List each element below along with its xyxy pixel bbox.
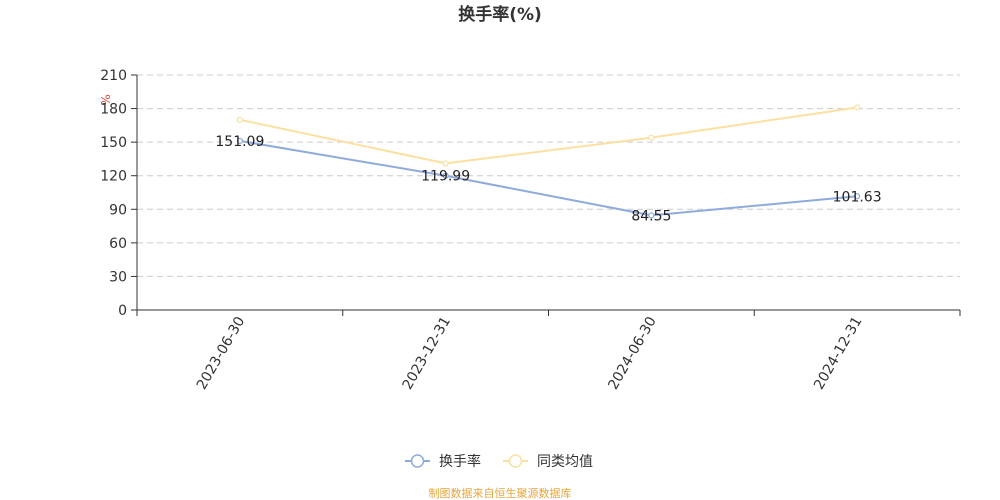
- y-axis-unit: %: [98, 94, 112, 105]
- y-tick-label: 60: [109, 236, 127, 252]
- legend-item-0[interactable]: 换手率: [405, 453, 481, 470]
- x-axis-ticks: 2023-06-30 2023-12-31 2024-06-30 2024-12-31: [136, 310, 961, 392]
- data-point: [648, 134, 655, 141]
- y-tick-label: 90: [109, 202, 127, 218]
- grid-lines: [137, 74, 960, 277]
- data-point: [236, 116, 243, 123]
- series-line-0: [239, 139, 858, 217]
- data-labels: 151.09 119.99 84.55 101.63: [215, 134, 881, 224]
- legend-item-1[interactable]: 同类均值: [503, 454, 593, 470]
- chart-title: 换手率(%): [458, 4, 542, 25]
- legend-label: 换手率: [439, 453, 481, 470]
- source-note: 制图数据来自恒生聚源数据库: [429, 486, 572, 500]
- data-point: [648, 212, 655, 219]
- series-layer: [236, 104, 861, 219]
- x-tick-label: 2024-12-31: [811, 314, 866, 392]
- data-label: 151.09: [215, 134, 264, 150]
- x-tick-label: 2024-06-30: [605, 314, 660, 392]
- data-point: [442, 172, 449, 179]
- y-tick-label: 30: [109, 269, 127, 285]
- y-tick-label: 210: [100, 68, 127, 84]
- data-label: 84.55: [631, 208, 671, 224]
- data-point: [442, 160, 449, 167]
- y-tick-label: 0: [118, 303, 127, 319]
- x-tick-label: 2023-06-30: [194, 314, 249, 392]
- y-tick-label: 120: [100, 169, 127, 185]
- data-label: 119.99: [421, 169, 470, 185]
- data-point: [854, 193, 861, 200]
- legend-label: 同类均值: [537, 454, 593, 470]
- series-line-1: [239, 106, 858, 165]
- legend[interactable]: 换手率 同类均值: [405, 453, 593, 470]
- legend-marker: [508, 454, 523, 468]
- legend-marker: [410, 454, 425, 468]
- y-tick-label: 150: [100, 135, 127, 151]
- y-axis-ticks: 0 30 60 90 120 150 180 210: [100, 68, 137, 319]
- x-tick-label: 2023-12-31: [400, 314, 455, 392]
- data-point: [236, 137, 243, 145]
- y-tick-label: 180: [100, 102, 127, 118]
- data-label: 101.63: [833, 189, 882, 205]
- data-point: [854, 104, 861, 111]
